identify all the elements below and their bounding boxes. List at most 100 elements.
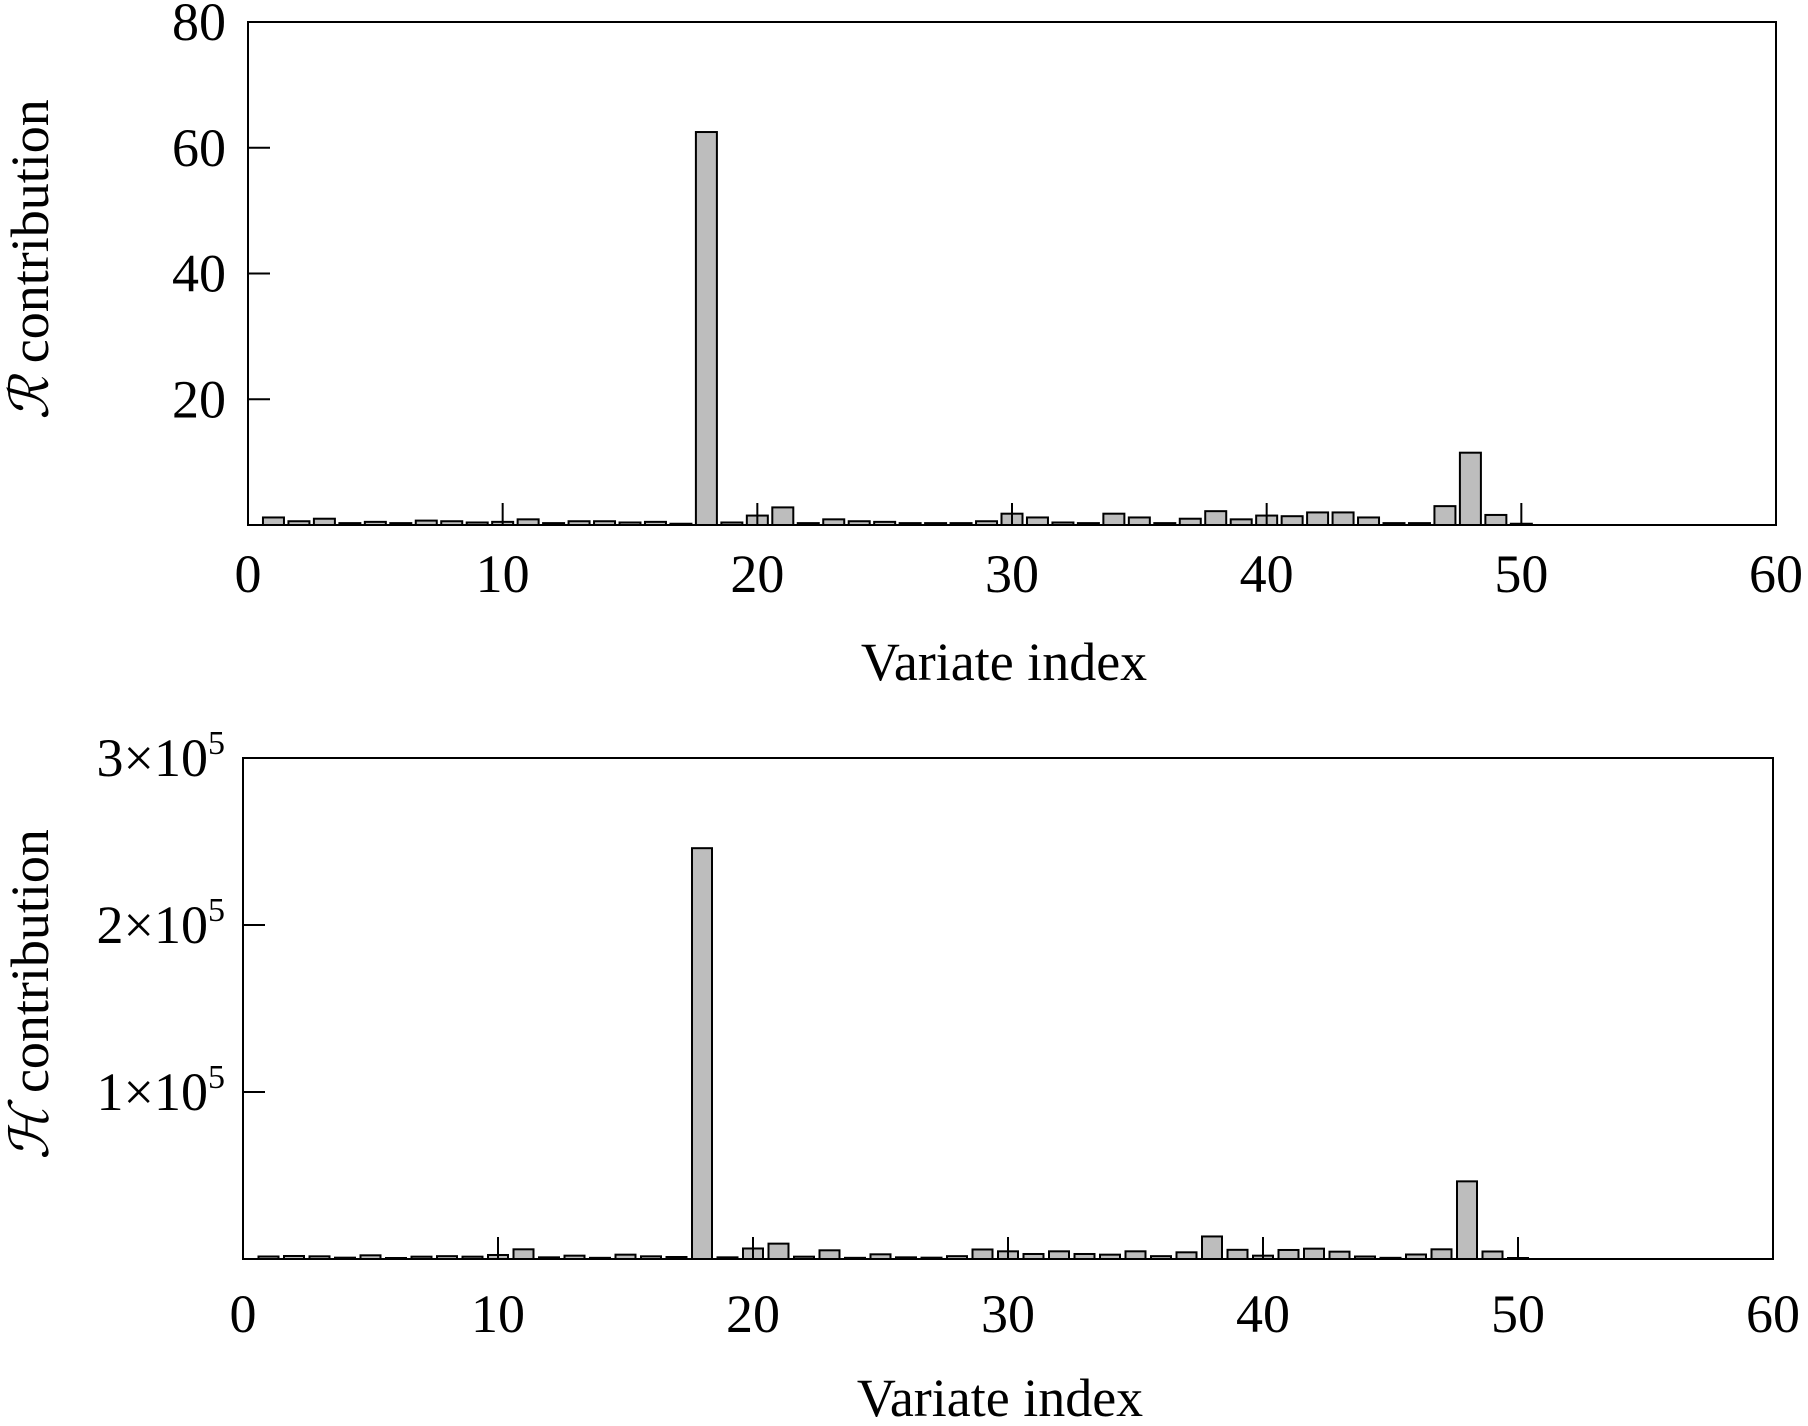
bar-37: [1175, 1251, 1198, 1260]
bar-17: [669, 522, 693, 526]
plot-frame: [247, 21, 1777, 526]
y-tick-label: 2×105: [97, 892, 225, 955]
bar-24: [844, 1256, 866, 1261]
bar-4: [338, 522, 362, 527]
bar-34: [1099, 1253, 1121, 1260]
bar-28: [949, 522, 973, 527]
bar-41: [1280, 515, 1304, 527]
x-tick-label: 30: [985, 544, 1039, 604]
bar-28: [946, 1255, 968, 1261]
h-contribution-chart: 0 10 20 30 40 50 60 1×105 2×105 3×105 Variate inde…: [0, 725, 1800, 1426]
y-tick-label: 80: [172, 0, 226, 52]
bar-5: [359, 1254, 382, 1261]
bar-23: [818, 1249, 841, 1261]
bar-21: [767, 1242, 790, 1260]
x-tick-label: 40: [1240, 544, 1294, 604]
bar-31: [1025, 516, 1049, 527]
bar-15: [614, 1253, 637, 1260]
y-axis-title: ℋ contribution: [0, 829, 61, 1160]
bar-1: [257, 1255, 280, 1260]
bar-6: [389, 522, 413, 527]
x-tick-label: 60: [1749, 544, 1803, 604]
bar-32: [1048, 1250, 1070, 1260]
bar-44: [1354, 1255, 1376, 1260]
bar-11: [516, 518, 540, 526]
bar-32: [1051, 521, 1075, 526]
bar-4: [334, 1256, 356, 1260]
bar-13: [567, 520, 591, 526]
plot-frame: [242, 757, 1774, 1260]
bar-1: [261, 516, 285, 527]
bar-48: [1458, 451, 1482, 527]
bar-39: [1229, 518, 1253, 526]
bar-22: [796, 522, 820, 527]
bar-8: [440, 520, 464, 526]
bar-18: [691, 847, 713, 1260]
bar-45: [1382, 522, 1406, 527]
bar-42: [1303, 1247, 1325, 1260]
x-tick-label: 30: [981, 1284, 1035, 1344]
bar-45: [1379, 1256, 1402, 1261]
bar-12: [542, 522, 566, 527]
x-tick-label: 0: [230, 1284, 257, 1344]
bar-27: [924, 522, 948, 527]
bar-2: [283, 1254, 305, 1261]
bar-15: [618, 521, 642, 526]
bar-8: [436, 1255, 458, 1261]
bar-19: [720, 521, 744, 526]
bar-27: [920, 1256, 943, 1260]
bar-46: [1407, 522, 1431, 527]
bar-36: [1153, 522, 1177, 527]
bar-11: [512, 1248, 535, 1260]
bar-48: [1456, 1180, 1478, 1260]
bar-12: [538, 1256, 560, 1260]
bar-6: [385, 1256, 407, 1261]
bar-26: [895, 1256, 917, 1260]
bar-21: [771, 506, 795, 526]
y-tick-label: 40: [172, 244, 226, 304]
bar-35: [1124, 1250, 1147, 1260]
bar-3: [308, 1255, 331, 1261]
x-tick-label: 0: [235, 544, 262, 604]
x-tick-label: 50: [1491, 1284, 1545, 1344]
x-tick-label: 40: [1236, 1284, 1290, 1344]
y-tick-label: 3×105: [97, 725, 225, 788]
bar-49: [1481, 1250, 1504, 1260]
bar-24: [847, 520, 871, 526]
x-axis-title: Variate index: [861, 632, 1147, 692]
bar-29: [971, 1248, 994, 1260]
bar-46: [1405, 1253, 1427, 1260]
bar-25: [873, 520, 897, 527]
x-tick-label: 20: [730, 544, 784, 604]
bar-26: [898, 522, 922, 527]
bar-39: [1226, 1248, 1249, 1260]
bar-47: [1430, 1248, 1453, 1260]
bar-33: [1076, 522, 1100, 527]
bar-34: [1102, 512, 1126, 526]
bar-16: [640, 1255, 662, 1261]
bar-14: [589, 1256, 611, 1261]
x-tick-label: 10: [471, 1284, 525, 1344]
x-axis-title: Variate index: [857, 1368, 1143, 1426]
bar-43: [1331, 511, 1355, 526]
bar-13: [563, 1254, 586, 1261]
bar-9: [461, 1255, 484, 1260]
x-tick-label: 50: [1494, 544, 1548, 604]
bar-29: [975, 520, 999, 526]
bar-38: [1201, 1235, 1223, 1260]
bar-7: [410, 1255, 433, 1260]
bar-3: [312, 517, 336, 527]
bar-25: [869, 1253, 892, 1260]
bar-35: [1127, 516, 1151, 527]
x-tick-label: 10: [476, 544, 530, 604]
bar-49: [1484, 513, 1508, 527]
bar-5: [363, 520, 387, 527]
bar-47: [1433, 505, 1457, 527]
bar-18: [694, 131, 718, 526]
bar-31: [1022, 1252, 1045, 1260]
y-axis-title: ℛ contribution: [0, 99, 61, 420]
bar-22: [793, 1255, 815, 1260]
bar-19: [716, 1256, 739, 1260]
bar-16: [643, 520, 667, 527]
